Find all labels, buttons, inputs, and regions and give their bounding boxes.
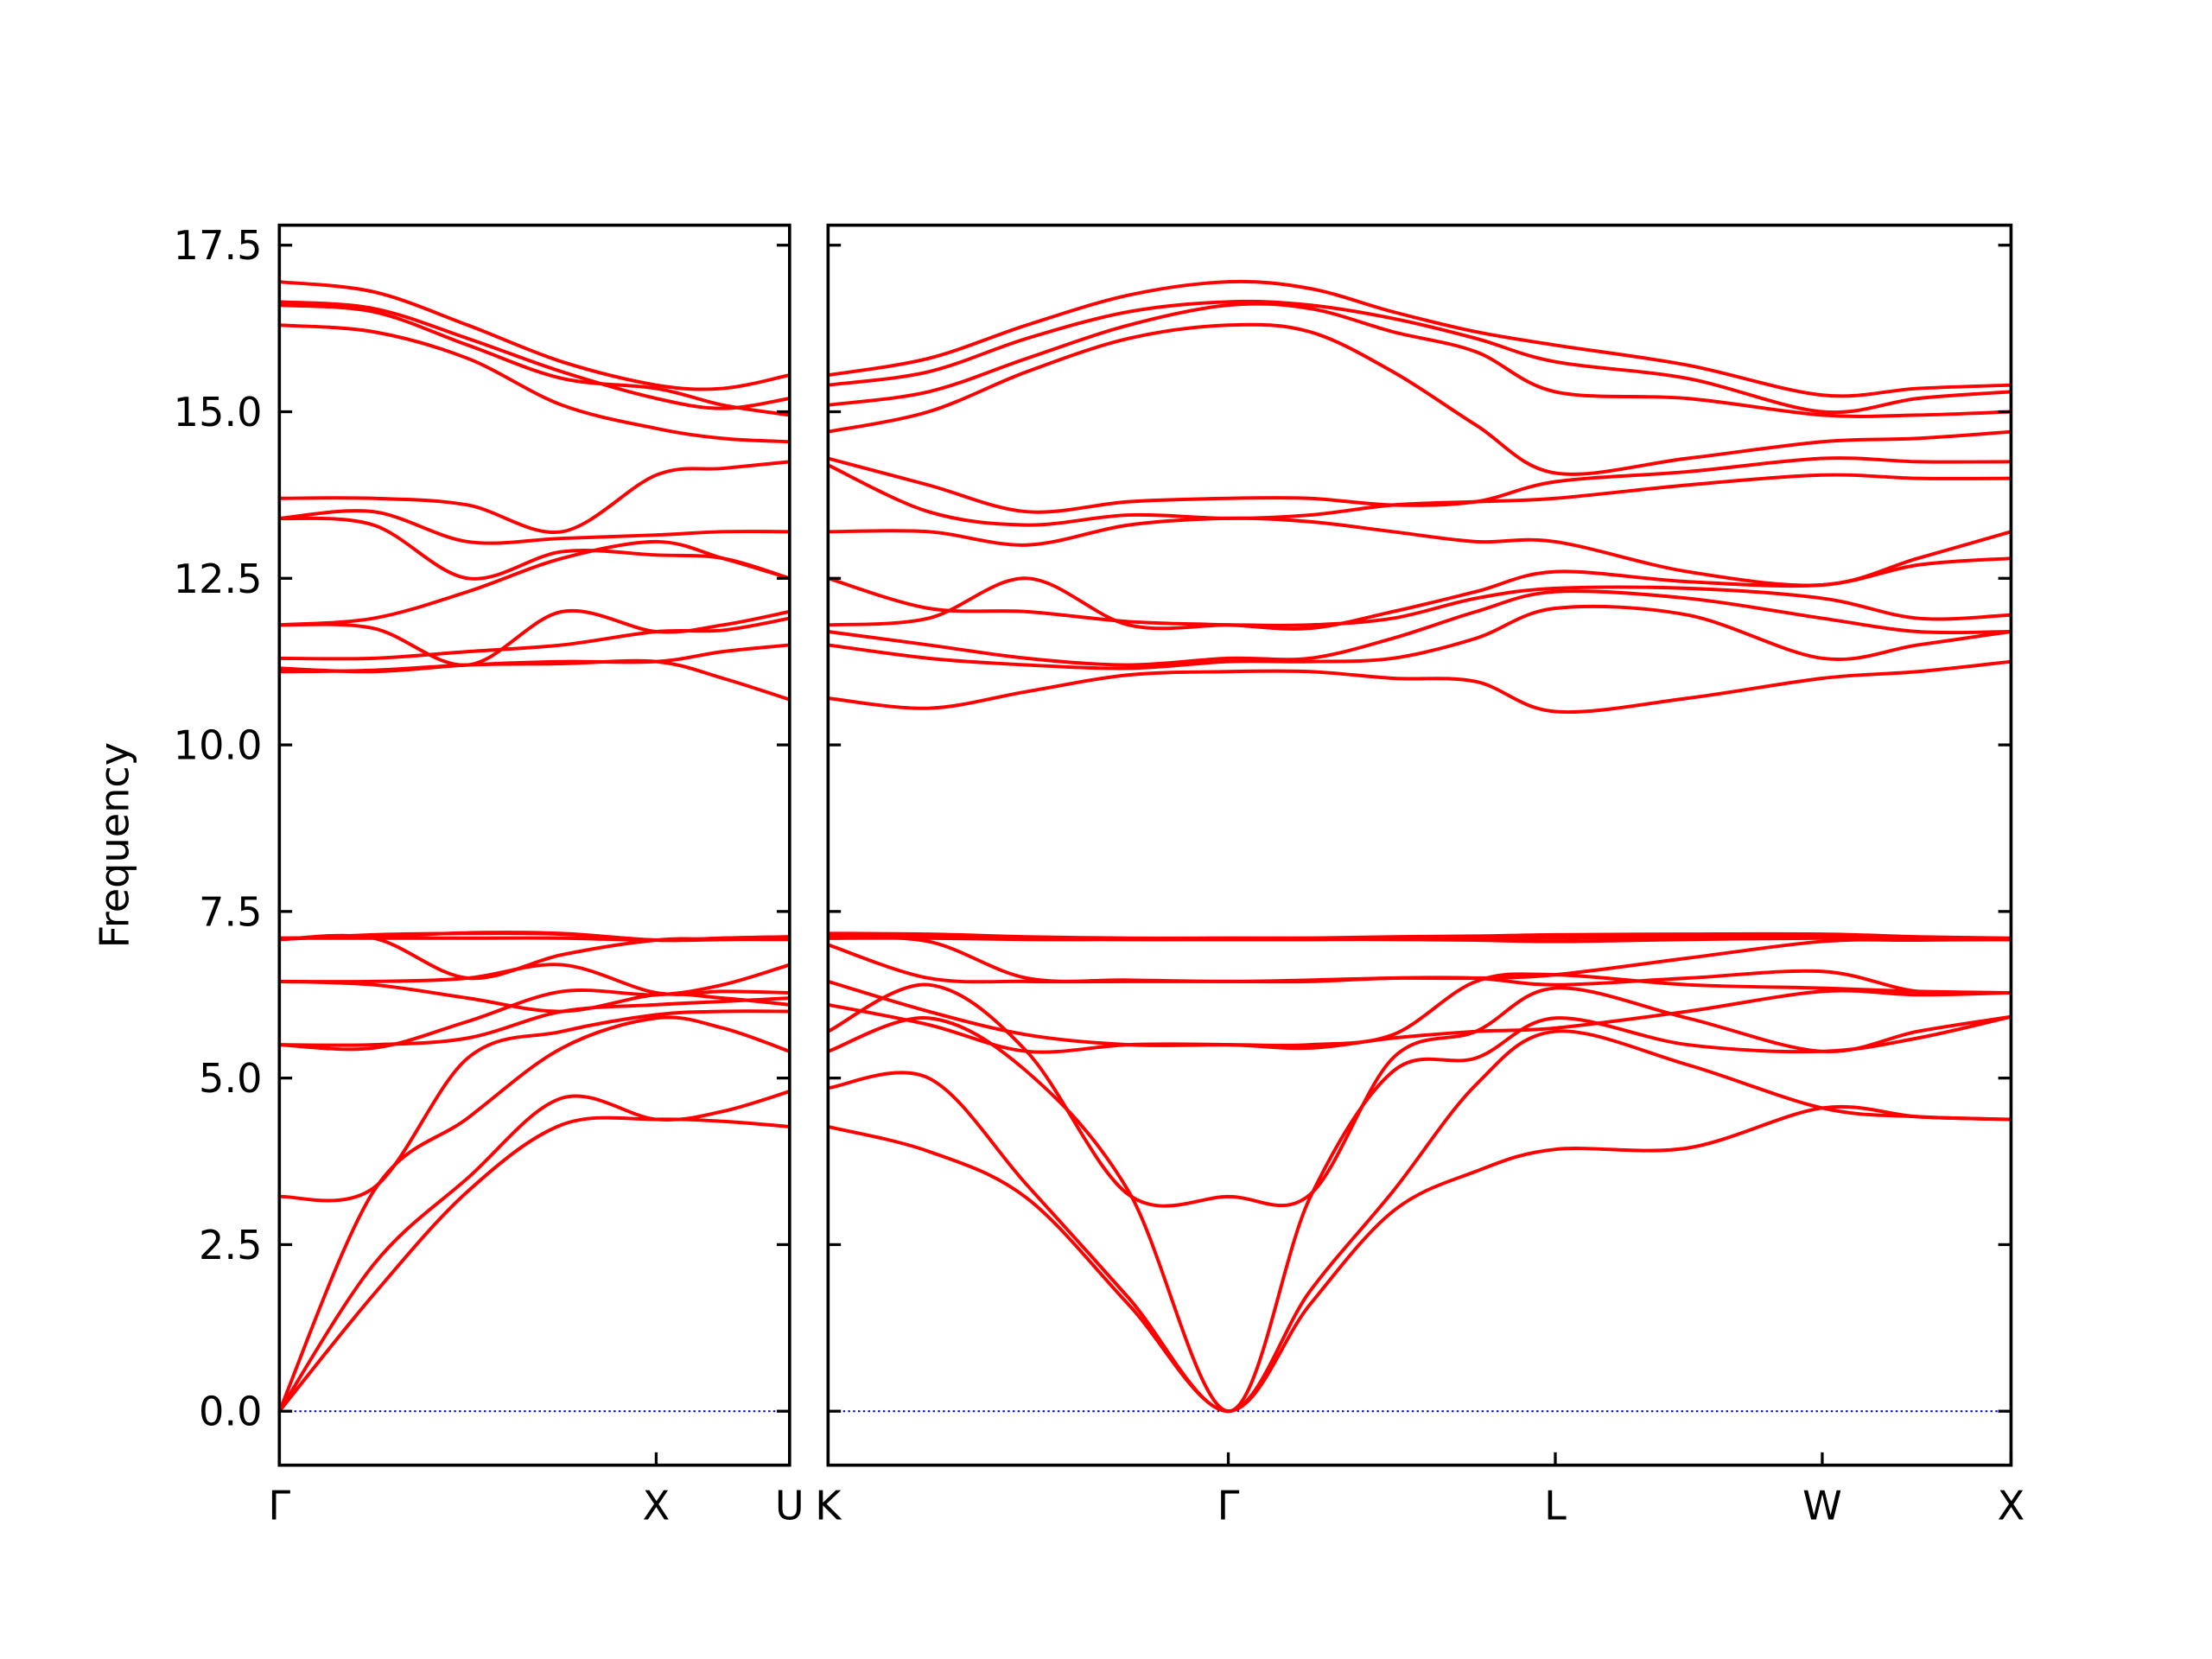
band-line [828,972,2012,1047]
x-tick-label: X [1998,1482,2025,1529]
band-line [828,1014,2012,1414]
band-line [279,963,790,1052]
x-tick-label: Γ [1217,1482,1240,1529]
band-line [828,576,2012,631]
band-line [279,1116,790,1413]
band-line [279,323,790,444]
plot-frame [277,223,791,1467]
band-line [828,659,2012,714]
band-line [828,279,2012,398]
band-line [828,516,2012,588]
band-line [828,299,2012,415]
x-tick-label: X [643,1482,671,1529]
band-line [279,616,790,661]
y-tick-label: 7.5 [199,888,262,935]
band-line [828,322,2012,476]
plot-frame [826,223,2013,1467]
band-line [279,996,790,1047]
y-tick-label: 17.5 [174,222,263,269]
band-line [279,1015,790,1412]
y-tick-label: 5.0 [199,1055,262,1102]
band-line [828,936,2012,983]
band-line [279,300,790,410]
band-line [279,460,790,535]
band-line [279,303,790,417]
x-tick-label: K [815,1482,842,1529]
x-tick-label: U [775,1482,804,1529]
y-axis-label: Frequency [91,742,137,949]
band-line [828,302,2012,418]
band-line [279,931,790,943]
band-line [279,608,790,667]
x-tick-label: L [1544,1482,1567,1529]
band-line [828,931,2012,940]
band-line [279,516,790,581]
y-tick-label: 15.0 [174,389,263,435]
band-line [279,1090,790,1413]
y-tick-label: 0.0 [199,1389,262,1435]
band-line [828,589,2012,667]
band-line [279,280,790,391]
band-line [828,1104,2012,1414]
band-line [828,1029,2012,1414]
y-tick-label: 10.0 [174,722,263,769]
y-tick-label: 12.5 [174,556,263,602]
band-line [828,988,2012,1054]
band-line [279,979,790,1014]
band-line [828,456,2012,514]
band-line [279,963,790,996]
x-tick-label: W [1802,1482,1842,1529]
y-tick-label: 2.5 [199,1222,262,1268]
band-line [828,604,2012,671]
band-line [279,509,790,545]
band-line [279,1009,790,1203]
x-tick-label: Γ [268,1482,290,1529]
band-line [279,643,790,674]
